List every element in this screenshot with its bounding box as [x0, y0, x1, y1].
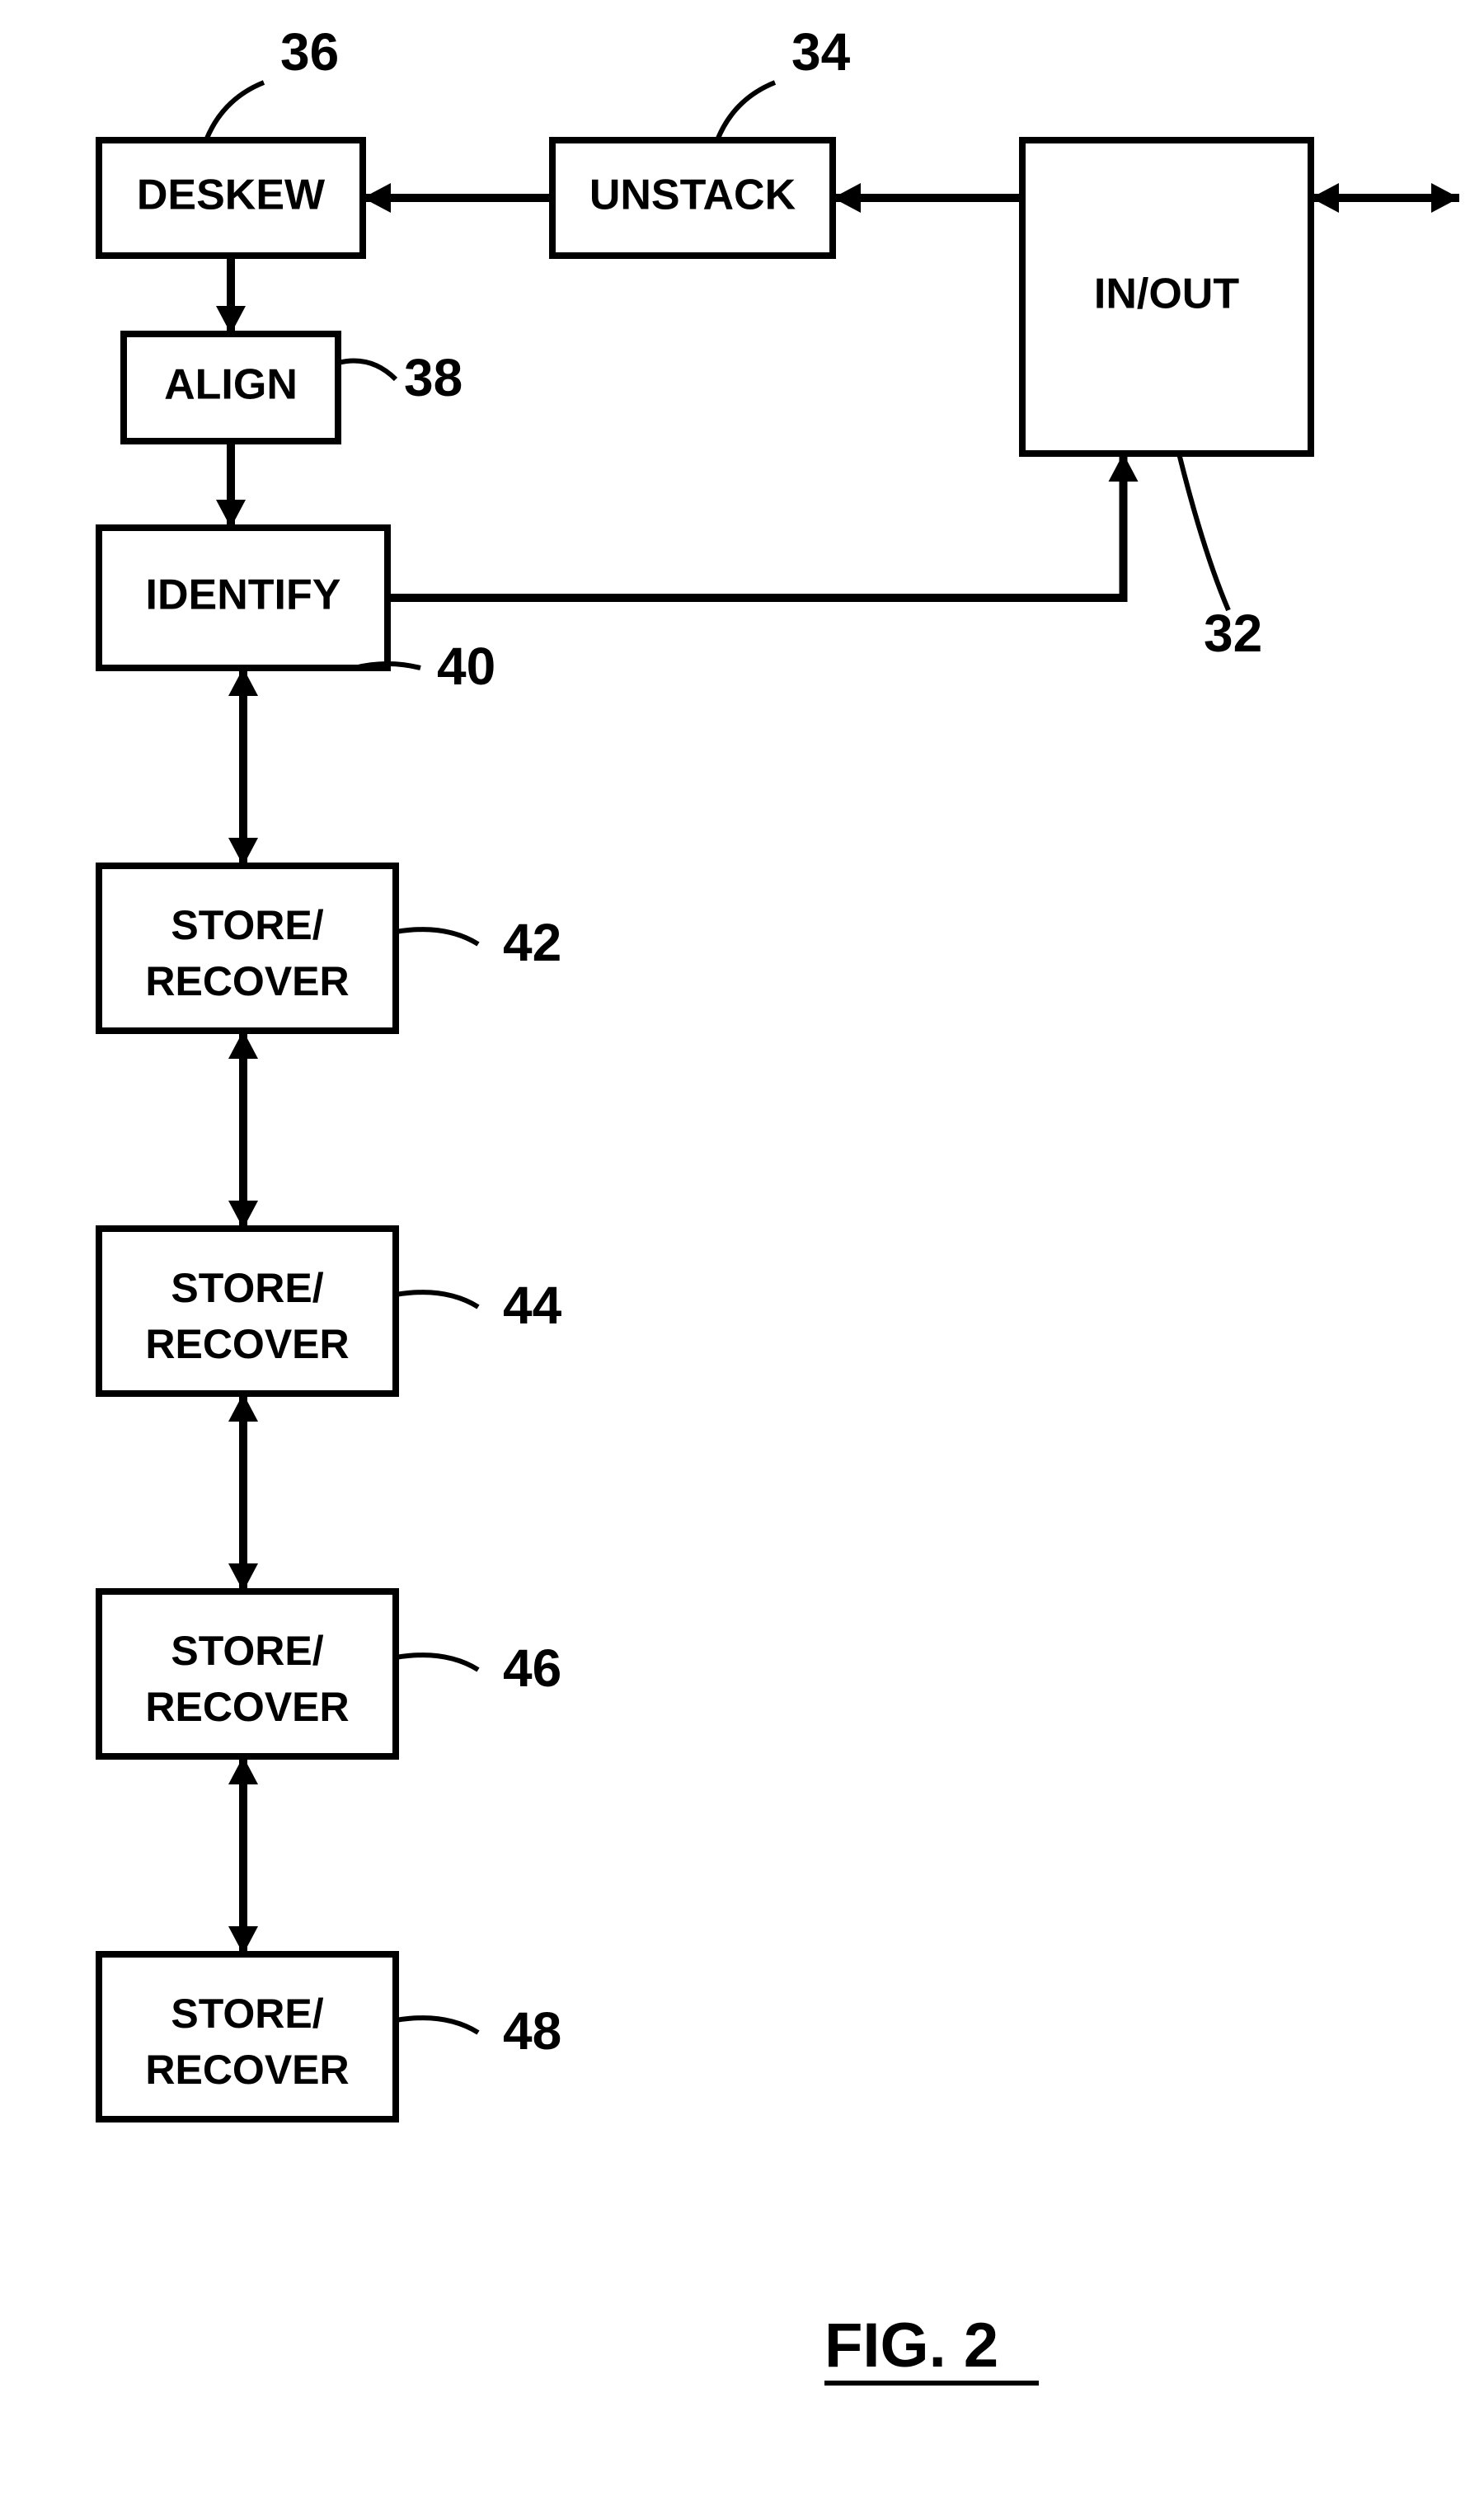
node-sr3-label2: RECOVER — [145, 1684, 349, 1730]
node-sr1-label2: RECOVER — [145, 958, 349, 1004]
node-deskew-label: DESKEW — [137, 172, 326, 219]
node-sr1-label1: STORE/ — [171, 902, 323, 948]
node-sr3-label1: STORE/ — [171, 1628, 323, 1674]
refnum-unstack: 34 — [791, 22, 851, 82]
refnum-inout: 32 — [1204, 604, 1262, 663]
node-inout: IN/OUT — [1022, 140, 1311, 454]
leader-inout — [1179, 454, 1228, 610]
node-sr4-label1: STORE/ — [171, 1991, 323, 2037]
refnum-sr1: 42 — [503, 913, 561, 972]
leader-unstack — [717, 82, 775, 140]
refnum-sr2: 44 — [503, 1276, 562, 1335]
figure-caption: FIG. 2 — [824, 2311, 998, 2381]
leader-sr1 — [396, 929, 478, 944]
node-sr4-label2: RECOVER — [145, 2047, 349, 2093]
node-inout-label: IN/OUT — [1094, 270, 1239, 318]
leader-sr4 — [396, 2018, 478, 2033]
node-identify-label: IDENTIFY — [146, 571, 341, 619]
leader-deskew — [206, 82, 264, 140]
node-sr2-label2: RECOVER — [145, 1321, 349, 1367]
node-sr2-label1: STORE/ — [171, 1265, 323, 1311]
refnum-align: 38 — [404, 348, 463, 407]
node-identify: IDENTIFY — [99, 528, 387, 668]
refnum-sr3: 46 — [503, 1638, 561, 1698]
refnum-deskew: 36 — [280, 22, 339, 82]
node-unstack: UNSTACK — [552, 140, 833, 256]
node-unstack-label: UNSTACK — [589, 172, 796, 219]
flow-diagram: IN/OUT UNSTACK DESKEW ALIGN IDENTIFY STORE/RE… — [0, 0, 1484, 2515]
leader-sr2 — [396, 1292, 478, 1307]
node-align: ALIGN — [124, 334, 338, 441]
node-sr3: STORE/RECOVER — [99, 1591, 396, 1756]
node-align-label: ALIGN — [164, 361, 298, 409]
node-sr4: STORE/RECOVER — [99, 1954, 396, 2119]
leader-sr3 — [396, 1655, 478, 1670]
node-sr2: STORE/RECOVER — [99, 1229, 396, 1394]
node-sr1: STORE/RECOVER — [99, 866, 396, 1031]
node-deskew: DESKEW — [99, 140, 363, 256]
leader-align — [338, 361, 396, 380]
refnum-sr4: 48 — [503, 2001, 561, 2061]
refnum-identify: 40 — [437, 637, 495, 696]
